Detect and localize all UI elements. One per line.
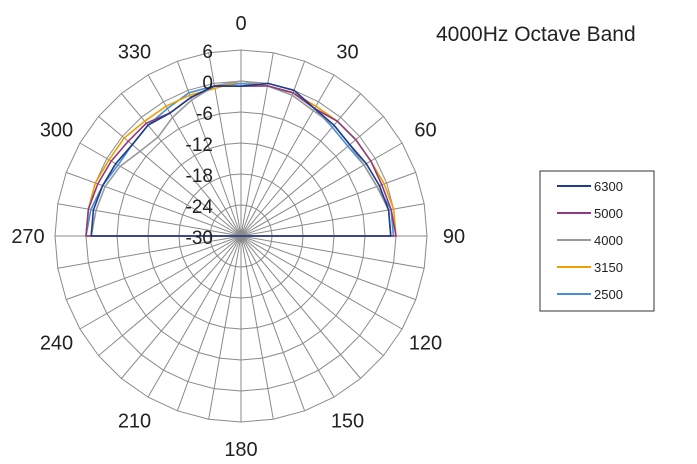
grid-spoke — [121, 93, 242, 237]
grid-spoke — [240, 235, 306, 411]
series-lines — [85, 80, 397, 237]
legend: 6300 5000 4000 3150 2500 — [539, 170, 655, 312]
radial-tick-label: 6 — [202, 42, 213, 63]
angle-tick-label: 30 — [336, 42, 358, 64]
angle-tick-label: 60 — [414, 120, 436, 142]
radial-tick-label: -24 — [186, 197, 214, 218]
grid-spoke — [176, 235, 242, 411]
grid-spoke — [240, 235, 416, 301]
chart-title: 4000Hz Octave Band — [436, 23, 636, 46]
angle-tick-label: 300 — [40, 120, 73, 142]
polar-grid — [54, 49, 428, 423]
grid-spoke — [176, 61, 242, 237]
grid-spoke — [57, 235, 242, 269]
angle-tick-label: 240 — [40, 333, 73, 355]
legend-label-4000: 4000 — [594, 233, 623, 248]
legend-label-5000: 5000 — [594, 206, 623, 221]
grid-spoke — [240, 235, 403, 330]
grid-spoke — [240, 142, 403, 237]
grid-spoke — [240, 235, 361, 379]
grid-spoke — [66, 235, 242, 301]
grid-spoke — [208, 235, 242, 420]
angle-tick-label: 120 — [409, 333, 442, 355]
angle-tick-label: 270 — [11, 226, 44, 248]
angle-tick-label: 180 — [224, 439, 257, 461]
grid-spoke — [240, 235, 425, 269]
radial-tick-label: -18 — [186, 166, 213, 187]
grid-spoke — [240, 235, 335, 398]
angle-tick-label: 0 — [235, 13, 246, 35]
grid-spoke — [147, 235, 242, 398]
radial-tick-label: -6 — [196, 104, 213, 125]
grid-spoke — [121, 235, 242, 379]
angle-tick-label: 330 — [118, 42, 151, 64]
radial-tick-label: 0 — [202, 73, 213, 94]
grid-spoke — [147, 74, 242, 237]
grid-spoke — [240, 116, 384, 237]
radial-tick-label: -30 — [186, 228, 213, 249]
grid-spoke — [98, 116, 242, 237]
legend-label-6300: 6300 — [594, 179, 623, 194]
grid-spoke — [208, 52, 242, 237]
legend-label-2500: 2500 — [594, 287, 623, 302]
series-line-4000 — [90, 80, 392, 237]
series-line-6300 — [90, 82, 392, 237]
angle-tick-label: 210 — [118, 411, 151, 433]
angle-tick-label: 90 — [443, 226, 465, 248]
grid-spoke — [240, 171, 416, 237]
grid-spoke — [240, 235, 384, 356]
grid-spoke — [79, 142, 242, 237]
angle-tick-label: 150 — [331, 411, 364, 433]
grid-spoke — [240, 235, 274, 420]
grid-spoke — [240, 74, 335, 237]
series-line-5000 — [85, 85, 397, 237]
grid-spoke — [240, 93, 361, 237]
radial-tick-label: -12 — [186, 135, 213, 156]
grid-spoke — [79, 235, 242, 330]
legend-label-3150: 3150 — [594, 260, 623, 275]
grid-spoke — [98, 235, 242, 356]
